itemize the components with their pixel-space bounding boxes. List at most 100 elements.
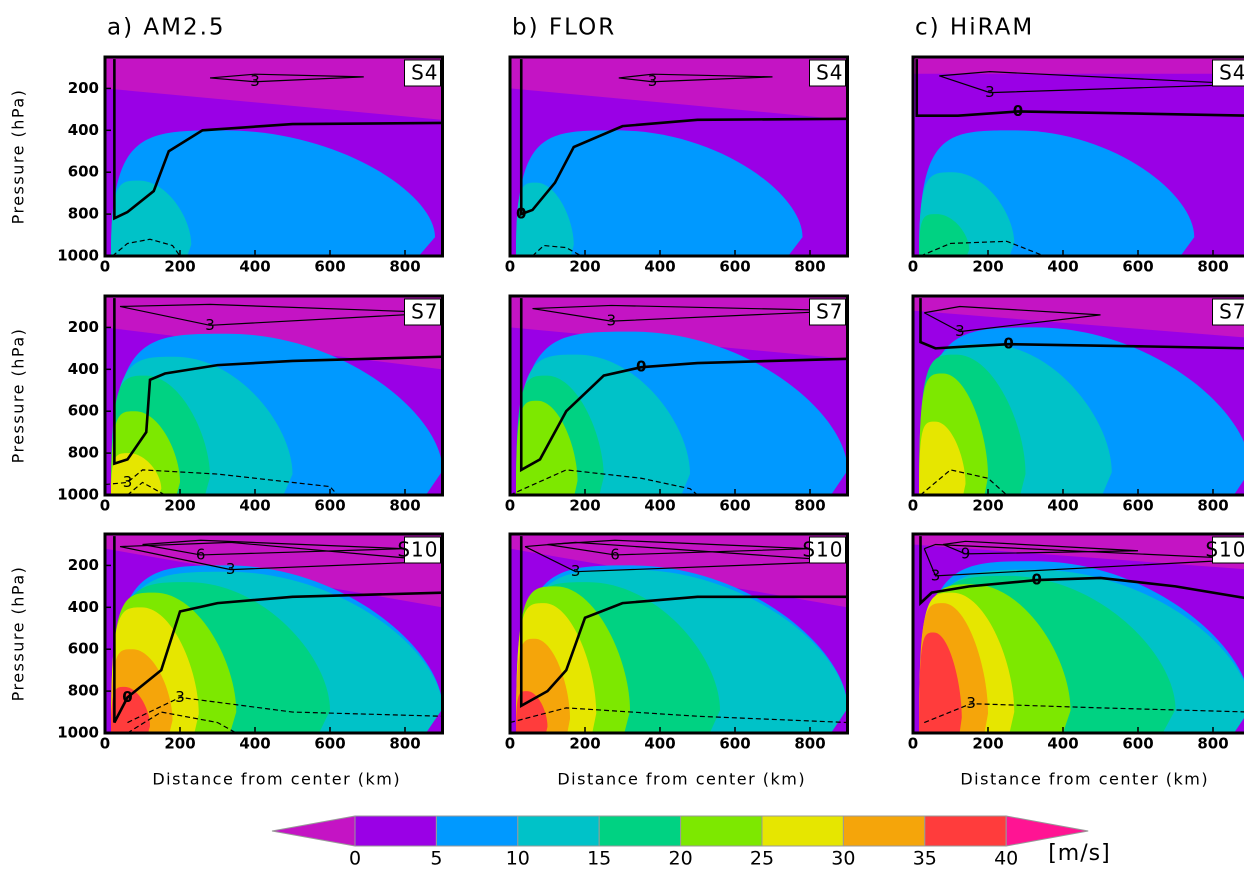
contour-line [923, 543, 1244, 577]
x-tick-label: 200 [972, 497, 1003, 515]
y-tick-label: 600 [68, 402, 99, 420]
fill-region [919, 421, 966, 495]
panel: 0 6 3 3 S10 [105, 534, 443, 733]
contour-line [532, 304, 848, 322]
contour-line [919, 536, 1244, 607]
label-box [1212, 298, 1244, 326]
fill-region [516, 130, 803, 256]
panel-label: S10 [1205, 536, 1244, 564]
colorbar-bin [680, 815, 763, 847]
colorbar-tick-label: 5 [430, 848, 442, 869]
contour-line [209, 73, 364, 83]
label-box [1212, 59, 1244, 87]
x-tick-label: 200 [569, 735, 600, 753]
x-tick-label: 600 [719, 258, 750, 276]
y-tick-label: 600 [68, 640, 99, 658]
label-box [809, 59, 846, 87]
negative-region [105, 296, 443, 370]
contour-line [924, 703, 1244, 724]
colorbar-tick-label: 30 [831, 848, 855, 869]
panel-label-text: S4 [816, 61, 843, 85]
x-tick-label: 400 [644, 258, 675, 276]
contour-label: 0 [1032, 571, 1042, 589]
contour-line [519, 298, 848, 473]
panel: 3 3 S7 [105, 296, 443, 495]
panel-label-text: S10 [1205, 538, 1244, 562]
contour-line [127, 711, 237, 733]
panel-label: S7 [809, 298, 846, 326]
x-tick-label: 600 [719, 735, 750, 753]
contour-line [119, 303, 443, 326]
panel-frame [508, 294, 849, 497]
contour-line [105, 469, 338, 495]
panel: 0 3 S7 [510, 296, 848, 495]
x-tick-label: 0 [908, 497, 918, 515]
x-tick-label: 0 [100, 258, 110, 276]
y-axis-label: Pressure (hPa) [9, 328, 28, 464]
colorbar-tick-label: 15 [587, 848, 611, 869]
contour-label: 3 [606, 312, 616, 330]
contour-label: 6 [196, 545, 206, 563]
panel-frame [911, 294, 1244, 497]
colorbar-bin [842, 815, 926, 847]
y-tick-label: 400 [68, 360, 99, 378]
label-box [809, 298, 846, 326]
negative-region [510, 57, 848, 120]
fill-region [516, 182, 574, 256]
contour-line [519, 536, 848, 708]
panel-frame [103, 55, 444, 258]
panel: 03 S4 [913, 57, 1244, 256]
x-tick-label: 600 [1122, 258, 1153, 276]
y-tick-label: 800 [68, 682, 99, 700]
x-tick-label: 400 [644, 497, 675, 515]
panel-frame [911, 55, 1244, 258]
contour-line [919, 298, 1244, 350]
panel-title: c) HiRAM [915, 15, 1034, 41]
contour-label: 3 [931, 566, 941, 584]
x-tick-label: 0 [908, 735, 918, 753]
contour-line [510, 707, 848, 724]
fill-region [111, 130, 435, 256]
contour-label: 9 [961, 544, 971, 562]
contour-line [920, 469, 1008, 495]
panel-label-text: S7 [816, 300, 843, 324]
x-tick-label: 200 [164, 258, 195, 276]
fill-region [111, 686, 150, 733]
negative-region [913, 57, 1244, 74]
contour-label: 0 [1013, 102, 1023, 120]
colorbar-bin [598, 815, 682, 847]
colorbar-tick-label: 35 [913, 848, 937, 869]
x-tick-label: 0 [100, 497, 110, 515]
x-tick-label: 200 [972, 735, 1003, 753]
x-tick-label: 400 [239, 258, 270, 276]
x-tick-label: 600 [314, 735, 345, 753]
x-tick-label: 400 [1047, 735, 1078, 753]
x-tick-label: 400 [644, 735, 675, 753]
x-tick-label: 800 [389, 258, 420, 276]
panel-label: S4 [1212, 59, 1244, 87]
colorbar-unit: [m/s] [1048, 841, 1110, 866]
contour-line [923, 305, 1101, 333]
y-tick-label: 800 [68, 444, 99, 462]
contour-line [119, 541, 443, 571]
colorbar-under [271, 815, 356, 847]
contour-line [524, 541, 848, 573]
x-tick-label: 800 [1197, 258, 1228, 276]
colorbar-bin [435, 815, 519, 847]
contour-label: 3 [226, 560, 236, 578]
contour-label: 6 [610, 545, 620, 563]
x-tick-label: 800 [794, 735, 825, 753]
x-axis-label: Distance from center (km) [960, 770, 1209, 789]
y-tick-label: 400 [68, 598, 99, 616]
x-tick-label: 200 [569, 497, 600, 515]
contour-line [618, 73, 773, 83]
contour-label: 3 [175, 688, 185, 706]
contour-line [113, 298, 443, 466]
x-tick-label: 800 [794, 258, 825, 276]
x-tick-label: 200 [164, 735, 195, 753]
panel-label-text: S4 [1219, 61, 1244, 85]
panel-label: S7 [1212, 298, 1244, 326]
x-tick-label: 0 [505, 735, 515, 753]
colorbar-over [1005, 815, 1089, 847]
x-tick-label: 600 [1122, 735, 1153, 753]
